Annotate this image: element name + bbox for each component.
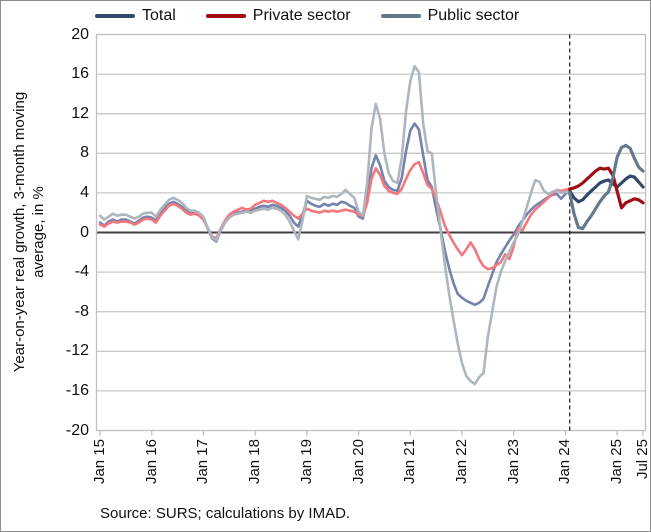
y-tick-label: -20 xyxy=(65,421,89,439)
legend-swatch-total xyxy=(95,14,135,18)
legend-item-private-sector: Private sector xyxy=(205,6,351,26)
series-line-total-recent xyxy=(568,174,645,204)
y-tick-label: 4 xyxy=(80,183,89,201)
y-tick-label: 8 xyxy=(80,144,89,162)
x-tick-label: Jan 18 xyxy=(246,439,264,485)
chart-legend: Total Private sector Public sector xyxy=(95,6,519,26)
series-line-private-sector-history xyxy=(98,160,572,271)
legend-label-total: Total xyxy=(142,7,176,24)
series-line-public-sector-recent xyxy=(568,143,645,231)
x-tick-label: Jul 25 xyxy=(634,439,651,480)
series-line-private-sector-recent xyxy=(568,166,645,210)
series-line-total-history xyxy=(98,122,572,307)
x-tick-label: Jan 16 xyxy=(142,439,160,485)
y-tick-label: 20 xyxy=(71,25,89,43)
x-tick-label: Jan 21 xyxy=(401,439,419,485)
legend-label-private-sector: Private sector xyxy=(252,7,351,24)
y-tick-label: -12 xyxy=(65,342,89,360)
legend-label-public-sector: Public sector xyxy=(427,7,520,24)
legend-item-public-sector: Public sector xyxy=(380,6,520,26)
x-tick-label: Jan 15 xyxy=(91,439,108,485)
series-line-public-sector-history xyxy=(98,64,572,386)
y-tick-label: 12 xyxy=(71,104,89,122)
y-tick-label: 0 xyxy=(80,223,89,241)
plot-border xyxy=(95,33,647,432)
x-tick-label: Jan 19 xyxy=(297,439,315,485)
x-tick-label: Jan 17 xyxy=(194,439,212,485)
legend-swatch-private-sector xyxy=(205,14,246,18)
x-tick-label: Jan 25 xyxy=(608,439,626,485)
x-tick-label: Jan 22 xyxy=(453,439,470,485)
y-tick-label: 16 xyxy=(71,65,89,83)
y-tick-label: -4 xyxy=(74,263,89,281)
legend-item-total: Total xyxy=(95,6,176,26)
source-note: Source: SURS; calculations by IMAD. xyxy=(100,505,351,522)
y-tick-label: -8 xyxy=(74,302,89,320)
x-tick-label: Jan 24 xyxy=(556,439,574,485)
x-tick-label: Jan 20 xyxy=(349,439,367,485)
y-tick-label: -16 xyxy=(65,381,89,399)
legend-swatch-public-sector xyxy=(380,14,421,18)
x-tick-label: Jan 23 xyxy=(504,439,522,485)
